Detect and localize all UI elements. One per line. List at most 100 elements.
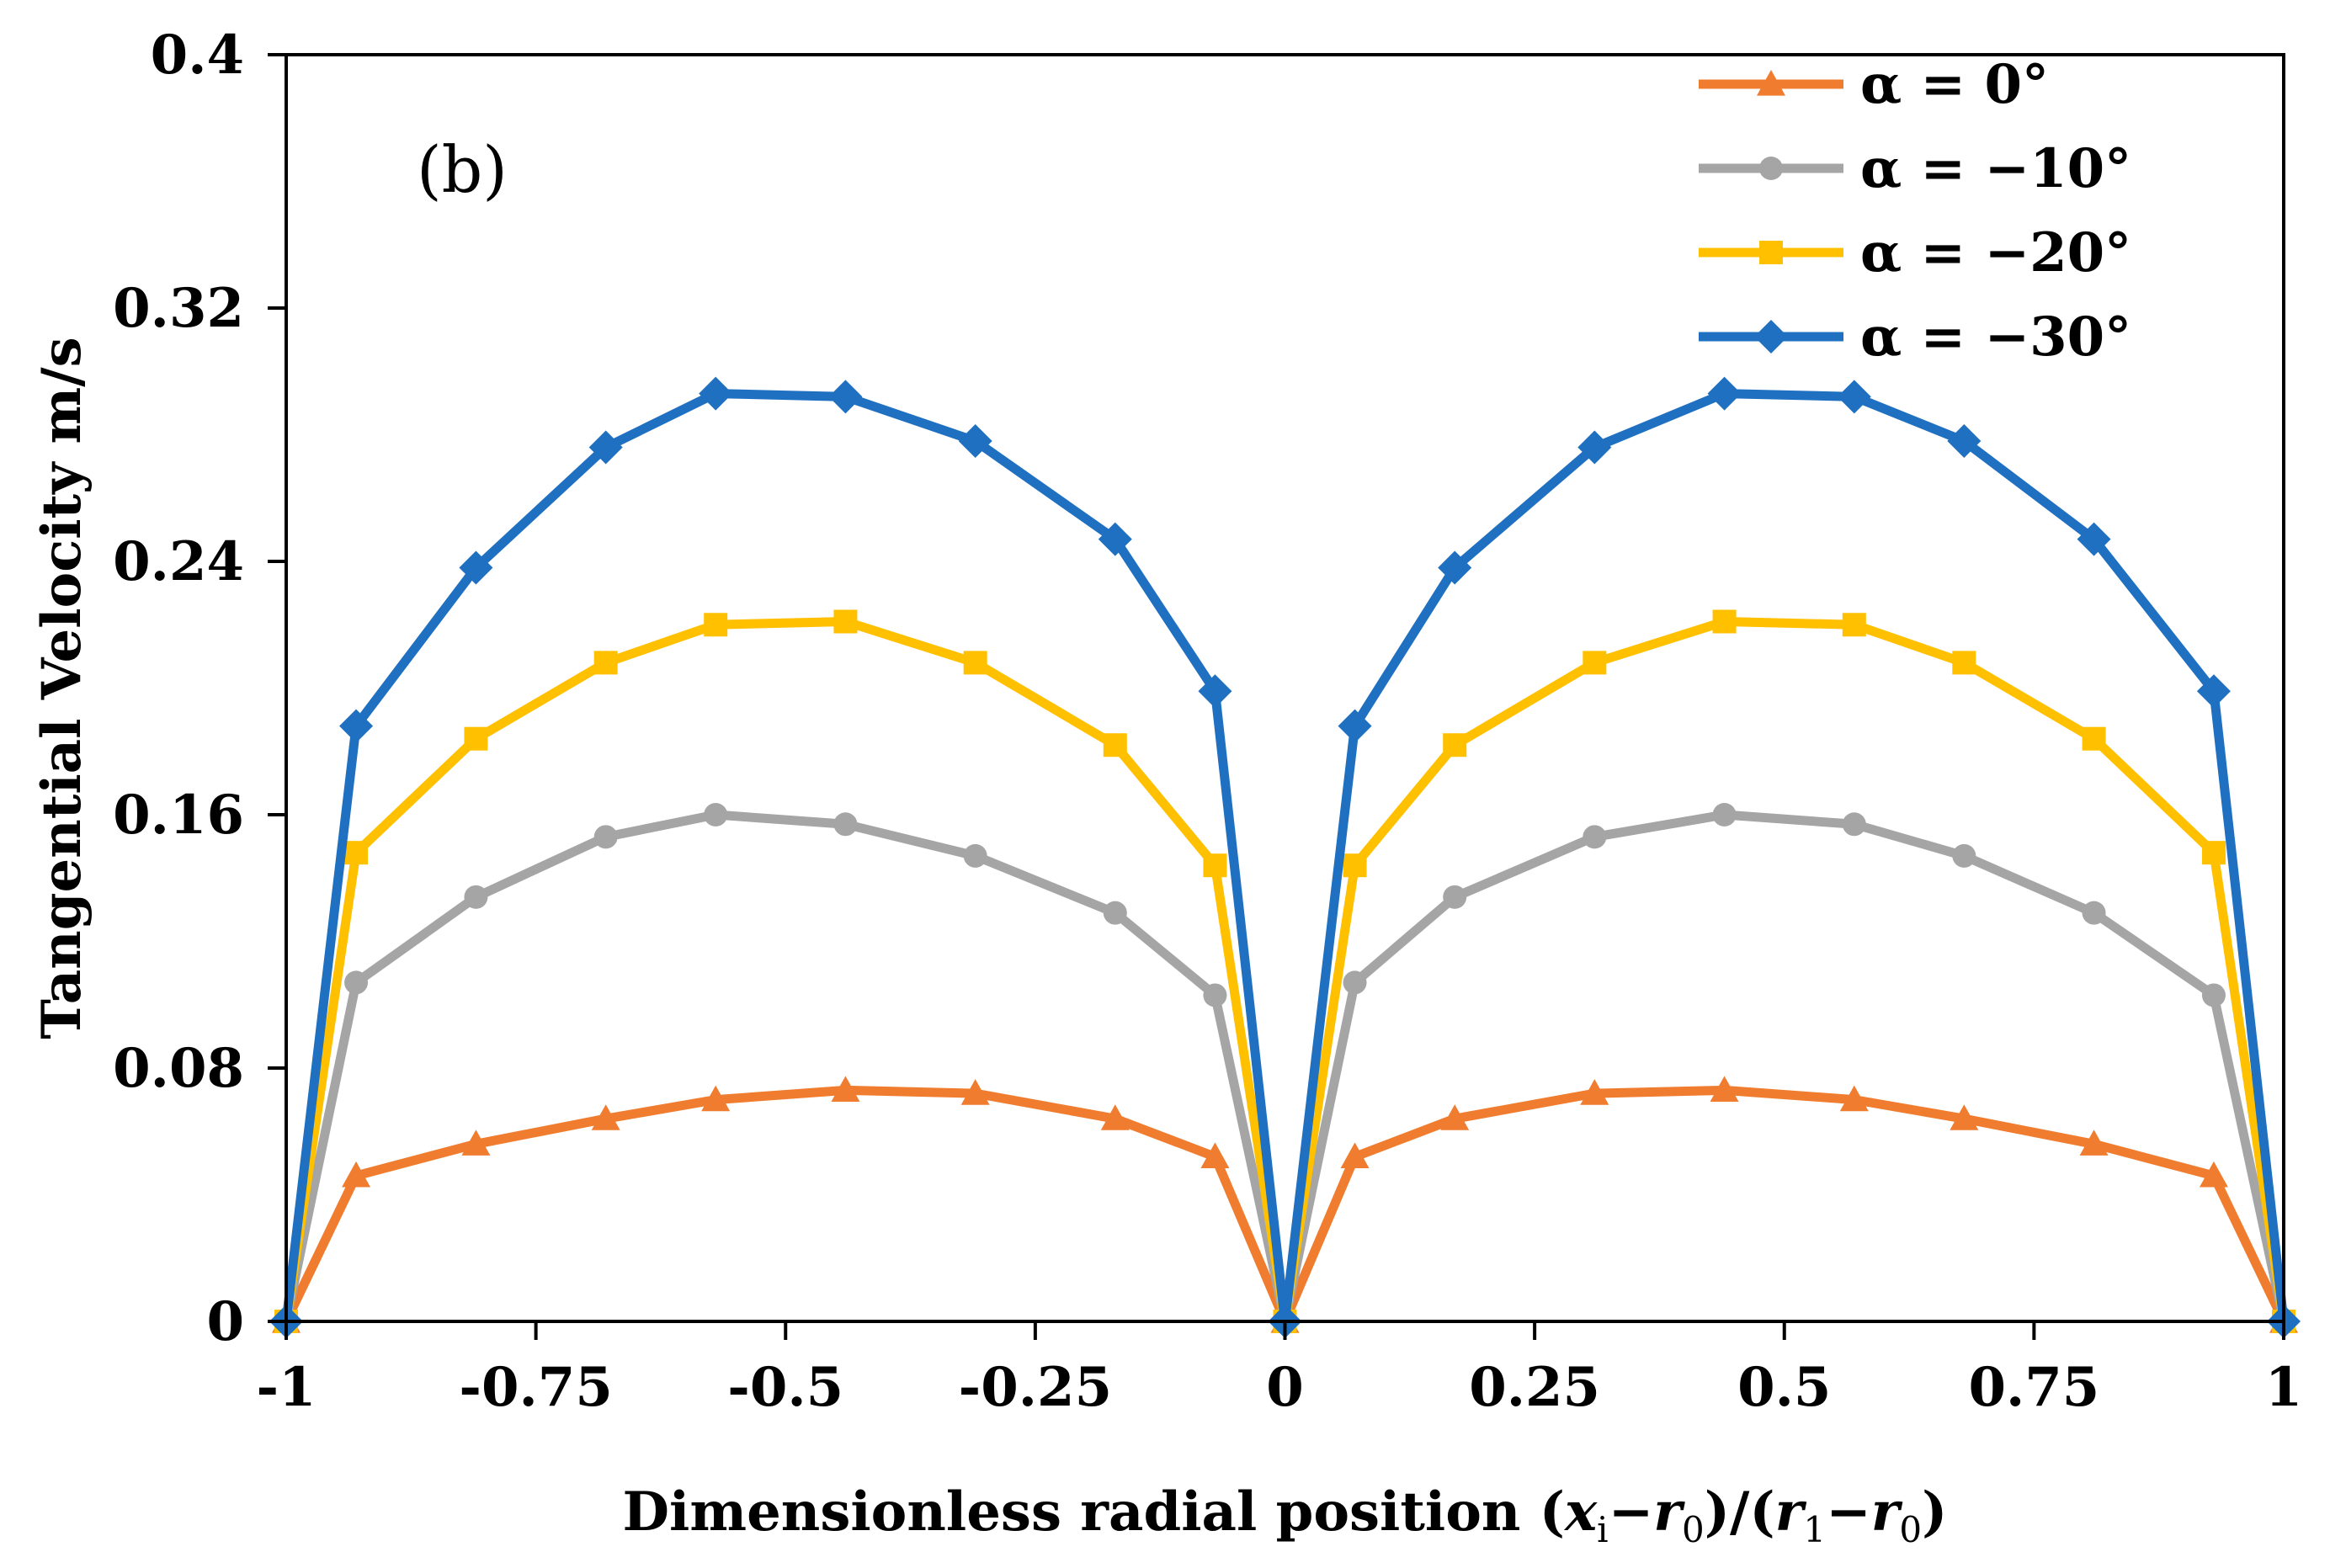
- data-point: [960, 1079, 990, 1105]
- data-point: [831, 1076, 860, 1102]
- data-point: [1100, 1104, 1130, 1130]
- y-axis-ticks: 0 0.08 0.16 0.24 0.32 0.4: [113, 24, 286, 1353]
- x-tick-label: -1: [256, 1356, 316, 1419]
- legend-marker: [1759, 157, 1783, 180]
- data-point: [1103, 733, 1127, 757]
- data-point: [1842, 613, 1866, 637]
- y-tick-label: 0.4: [151, 24, 244, 87]
- data-point: [2082, 901, 2106, 925]
- x-axis-title-part: r: [1871, 1480, 1903, 1544]
- data-point: [1577, 430, 1612, 465]
- data-point: [828, 380, 863, 414]
- data-point: [593, 651, 618, 675]
- legend-label: α = −30°: [1860, 306, 2131, 369]
- data-point: [1200, 1142, 1230, 1168]
- y-tick-label: 0.08: [113, 1037, 244, 1100]
- x-tick-label: -0.5: [727, 1356, 843, 1419]
- data-point: [593, 825, 618, 849]
- x-axis-title-part: x: [1563, 1480, 1598, 1544]
- data-point: [1203, 853, 1227, 878]
- data-point: [344, 970, 369, 995]
- legend-marker: [1757, 70, 1785, 96]
- x-tick-label: 1: [2265, 1356, 2303, 1419]
- x-tick-label: 0.75: [1968, 1356, 2099, 1419]
- data-point: [1198, 674, 1232, 709]
- legend-item: α = −20°: [1699, 221, 2131, 284]
- data-point: [459, 550, 493, 585]
- y-axis-title: Tangential Velocity m/s: [30, 337, 93, 1039]
- data-point: [1842, 812, 1866, 837]
- legend-label: α = 0°: [1860, 53, 2049, 116]
- x-axis-title-part: )/(: [1705, 1480, 1775, 1544]
- data-point: [699, 376, 733, 411]
- x-tick-label: 0.25: [1469, 1356, 1600, 1419]
- data-point: [2201, 841, 2226, 865]
- data-point: [344, 841, 369, 865]
- data-point: [2196, 674, 2231, 709]
- data-point: [1203, 983, 1227, 1007]
- data-point: [1343, 970, 1367, 995]
- data-point: [1098, 522, 1132, 556]
- data-point: [1583, 825, 1607, 849]
- data-point: [963, 843, 987, 868]
- x-axis-title-part: i: [1597, 1509, 1608, 1550]
- data-point: [1707, 376, 1742, 411]
- data-point: [2201, 983, 2226, 1007]
- x-tick-label: -0.75: [459, 1356, 612, 1419]
- x-axis-title-part: Dimensionless radial position (: [623, 1480, 1565, 1544]
- data-point: [1340, 1142, 1370, 1168]
- legend-item: α = −10°: [1699, 137, 2131, 200]
- data-point: [2077, 522, 2111, 556]
- data-point: [1583, 651, 1607, 675]
- data-point: [1580, 1079, 1609, 1105]
- data-point: [1947, 424, 1982, 459]
- data-point: [342, 1161, 371, 1188]
- y-tick-label: 0.24: [113, 530, 244, 593]
- data-point: [704, 613, 728, 637]
- data-point: [1712, 609, 1737, 634]
- data-point: [339, 709, 374, 743]
- x-tick-label: 0.5: [1737, 1356, 1831, 1419]
- data-point: [833, 609, 858, 634]
- legend-marker: [1759, 241, 1783, 264]
- x-axis-title-part: −: [1826, 1480, 1871, 1544]
- data-point: [2199, 1161, 2228, 1188]
- data-point: [1338, 709, 1372, 743]
- series-3: [269, 376, 2301, 1338]
- data-point: [2079, 1129, 2109, 1156]
- data-point: [461, 1129, 491, 1156]
- data-point: [464, 885, 488, 909]
- data-point: [2082, 726, 2106, 751]
- data-point: [1712, 803, 1737, 827]
- data-point: [1440, 1104, 1470, 1130]
- data-point: [1710, 1076, 1739, 1102]
- legend-marker: [1754, 320, 1788, 353]
- data-point: [1443, 733, 1467, 757]
- legend-item: α = −30°: [1699, 306, 2131, 369]
- x-axis-title-part: r: [1653, 1480, 1685, 1544]
- data-point: [588, 430, 623, 465]
- data-point: [1443, 885, 1467, 909]
- x-axis-title-part: −: [1609, 1480, 1654, 1544]
- y-tick-label: 0.32: [113, 277, 244, 340]
- data-point: [1952, 651, 1976, 675]
- y-tick-label: 0: [206, 1290, 244, 1353]
- y-tick-label: 0.16: [113, 784, 244, 847]
- data-point: [704, 803, 728, 827]
- data-point: [963, 651, 987, 675]
- data-point: [591, 1104, 620, 1130]
- x-axis-title-part: 0: [1899, 1509, 1922, 1550]
- data-point: [1343, 853, 1367, 878]
- x-axis-title-part: r: [1775, 1480, 1807, 1544]
- legend-label: α = −10°: [1860, 137, 2131, 200]
- data-point: [1438, 550, 1472, 585]
- data-point: [1837, 380, 1871, 414]
- data-point: [464, 726, 488, 751]
- legend-label: α = −20°: [1860, 221, 2131, 284]
- panel-label: (b): [417, 132, 508, 207]
- data-point: [701, 1085, 731, 1112]
- x-axis-title-part: 1: [1803, 1509, 1826, 1550]
- x-axis-ticks: -1 -0.75 -0.5 -0.25 0 0.25 0.5 0.75 1: [256, 1321, 2302, 1419]
- legend-item: α = 0°: [1699, 53, 2049, 116]
